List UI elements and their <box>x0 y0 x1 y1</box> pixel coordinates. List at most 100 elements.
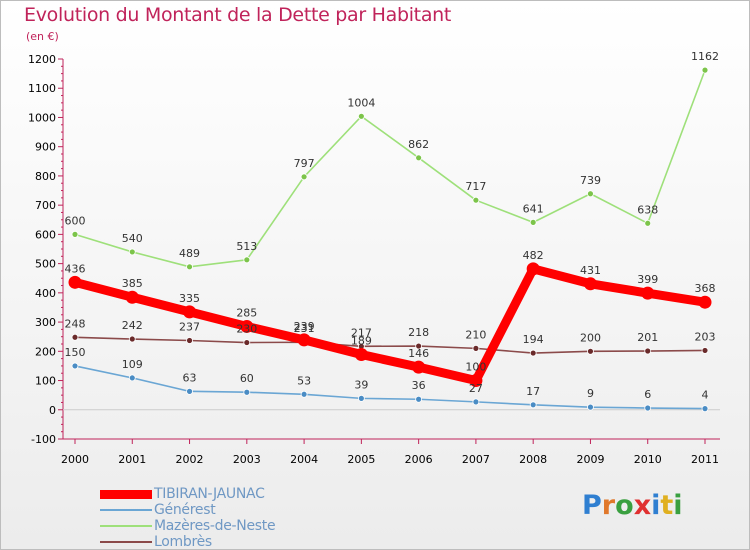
data-label: 489 <box>179 247 200 260</box>
legend-item-mazeres-de-neste[interactable]: Mazères-de-Neste <box>100 518 276 534</box>
data-point <box>644 347 652 355</box>
y-tick-label: 1100 <box>28 82 56 95</box>
data-point <box>240 319 254 333</box>
data-label: 482 <box>523 249 544 262</box>
data-label: 285 <box>236 306 257 319</box>
data-point <box>644 219 652 227</box>
data-label: 63 <box>183 371 197 384</box>
data-point <box>587 190 594 198</box>
data-point <box>701 66 709 74</box>
data-label: 230 <box>236 323 257 336</box>
logo-letter: i <box>651 490 661 521</box>
data-label: 210 <box>465 328 486 341</box>
legend: TIBIRAN-JAUNAC Générest Mazères-de-Neste… <box>100 486 276 550</box>
data-point <box>71 333 79 341</box>
x-tick-label: 2003 <box>233 453 261 466</box>
data-label: 189 <box>351 335 372 348</box>
legend-label: Générest <box>154 502 216 518</box>
data-label: 436 <box>65 262 86 275</box>
data-label: 431 <box>580 264 601 277</box>
logo-letter: t <box>660 490 674 521</box>
legend-swatch <box>100 525 152 527</box>
data-label: 150 <box>65 346 86 359</box>
data-label: 237 <box>179 320 200 333</box>
data-point <box>128 335 136 343</box>
data-point <box>357 394 365 402</box>
data-label: 638 <box>637 203 658 216</box>
data-label: 540 <box>122 232 143 245</box>
data-label: 513 <box>236 240 257 253</box>
legend-swatch <box>100 541 152 543</box>
legend-swatch <box>100 509 152 511</box>
series-line-lombr-s <box>74 336 706 354</box>
y-tick-label: 1000 <box>28 111 56 124</box>
data-point <box>68 275 82 289</box>
data-point <box>415 154 423 162</box>
legend-label: Mazères-de-Neste <box>154 518 276 534</box>
data-label: 385 <box>122 277 143 290</box>
data-point <box>354 348 368 362</box>
data-label: 335 <box>179 292 200 305</box>
chart-subtitle: (en €) <box>26 30 59 43</box>
data-label: 53 <box>297 374 311 387</box>
data-point <box>587 403 594 411</box>
y-tick-label: 600 <box>35 228 56 241</box>
data-point <box>583 277 597 291</box>
x-tick-label: 2011 <box>691 453 719 466</box>
y-tick-label: 300 <box>35 316 56 329</box>
data-label: 17 <box>526 385 540 398</box>
data-point <box>186 263 193 271</box>
y-tick-label: 900 <box>35 141 56 154</box>
x-tick-label: 2001 <box>118 453 146 466</box>
data-label: 4 <box>702 389 709 402</box>
data-label: 201 <box>637 331 658 344</box>
logo-letter: i <box>673 490 683 521</box>
x-tick-label: 2009 <box>576 453 604 466</box>
data-point <box>243 388 251 396</box>
data-label: 109 <box>122 358 143 371</box>
data-label: 6 <box>644 388 651 401</box>
data-point <box>701 405 709 413</box>
data-label: 239 <box>294 320 315 333</box>
x-tick-label: 2005 <box>347 453 375 466</box>
y-tick-label: 500 <box>35 258 56 271</box>
data-point <box>641 286 655 300</box>
series-line-g-n-rest <box>74 365 706 410</box>
data-label: 36 <box>412 379 426 392</box>
x-tick-label: 2010 <box>634 453 662 466</box>
data-label: 717 <box>465 180 486 193</box>
data-point <box>183 305 197 319</box>
data-label: 27 <box>469 382 483 395</box>
data-point <box>128 374 136 382</box>
legend-item-lombres[interactable]: Lombrès <box>100 534 275 550</box>
proxiti-logo: Proxiti <box>582 490 683 521</box>
x-tick-label: 2007 <box>462 453 490 466</box>
data-label: 9 <box>587 387 594 400</box>
data-point <box>644 404 652 412</box>
data-point <box>243 256 251 264</box>
data-point <box>701 347 709 354</box>
legend-item-generest[interactable]: Générest <box>100 502 275 518</box>
x-tick-label: 2000 <box>61 453 89 466</box>
data-label: 739 <box>580 174 601 187</box>
data-point <box>529 349 537 357</box>
y-tick-label: 700 <box>35 199 56 212</box>
data-label: 218 <box>408 326 429 339</box>
legend-item-tibiran-jaunac[interactable]: TIBIRAN-JAUNAC <box>100 486 275 502</box>
data-point <box>526 262 540 276</box>
data-point <box>415 395 423 403</box>
legend-label: TIBIRAN-JAUNAC <box>154 486 265 502</box>
data-point <box>529 218 537 226</box>
data-label: 231 <box>294 322 315 335</box>
data-label: 641 <box>523 202 544 215</box>
y-tick-label: -100 <box>31 433 56 446</box>
x-tick-label: 2008 <box>519 453 547 466</box>
data-label: 60 <box>240 372 254 385</box>
x-tick-label: 2002 <box>176 453 204 466</box>
y-tick-label: 1200 <box>28 53 56 66</box>
legend-swatch <box>100 489 152 499</box>
data-label: 797 <box>294 157 315 170</box>
data-point <box>472 344 480 352</box>
data-point <box>357 112 365 120</box>
